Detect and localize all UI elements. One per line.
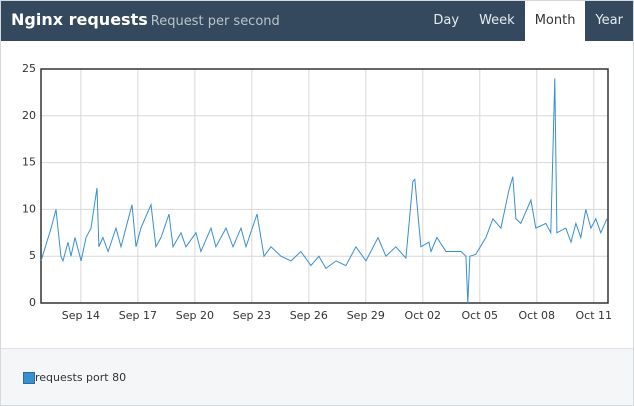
legend-label: requests port 80 — [35, 371, 127, 384]
y-tick-label: 20 — [22, 109, 36, 122]
tab[interactable]: Day — [433, 13, 460, 28]
x-tick-label: Oct 05 — [462, 309, 499, 322]
subtitle: Request per second — [150, 14, 280, 29]
header: Nginx requests Request per second Day Week… — [1, 1, 633, 41]
tab[interactable]: Week — [479, 13, 515, 28]
tab[interactable]: Month — [524, 1, 586, 41]
x-tick-label: Sep 17 — [119, 309, 157, 322]
x-tick-label: Oct 08 — [519, 309, 556, 322]
y-tick-label: 5 — [29, 249, 36, 262]
x-tick-label: Oct 11 — [575, 309, 612, 322]
y-tick-label: 10 — [22, 202, 36, 215]
y-tick-label: 15 — [22, 156, 36, 169]
tabs: Day Week Month Year — [423, 1, 633, 41]
x-tick-label: Sep 29 — [347, 309, 385, 322]
x-tick-label: Sep 20 — [176, 309, 214, 322]
legend-item: requests port 80 — [23, 371, 126, 384]
x-tick-label: Oct 02 — [405, 309, 442, 322]
y-tick-label: 25 — [22, 62, 36, 75]
y-tick-label: 0 — [29, 296, 36, 309]
title: Nginx requests Request per second — [11, 10, 280, 29]
series-line — [40, 78, 608, 304]
title-text: Nginx requests — [11, 10, 148, 29]
x-tick-label: Sep 14 — [62, 309, 100, 322]
x-tick-label: Sep 26 — [290, 309, 328, 322]
chart: 0 5 10 15 20 25 Sep 14 Sep 17 Sep 20 Sep 23 Sep 26… — [22, 62, 612, 322]
legend-swatch — [23, 371, 35, 384]
tab[interactable]: Year — [595, 13, 623, 28]
legend: requests port 80 — [1, 348, 633, 405]
x-tick-label: Sep 23 — [233, 309, 271, 322]
plot-frame — [40, 68, 609, 304]
